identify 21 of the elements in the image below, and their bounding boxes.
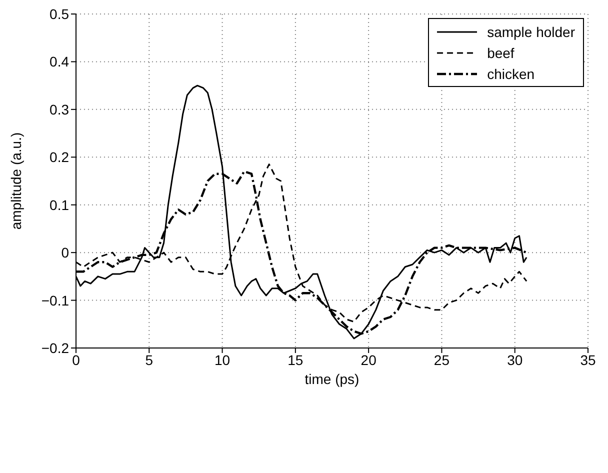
y-tick-label: 0.2 (50, 149, 70, 166)
x-axis-title: time (ps) (304, 371, 360, 387)
legend-label: beef (487, 44, 514, 60)
x-tick-label: 15 (288, 352, 304, 368)
x-tick-label: 5 (145, 352, 154, 368)
x-tick-label: 10 (214, 352, 230, 368)
x-tick-label: 35 (580, 352, 596, 368)
x-tick-label: 25 (434, 352, 450, 368)
legend-label: sample holder (487, 24, 575, 40)
y-tick-label: −0.2 (41, 340, 70, 356)
y-tick-label: 0 (61, 244, 70, 261)
y-tick-label: 0.5 (50, 6, 70, 22)
x-tick-label: 30 (507, 352, 523, 368)
y-tick-label: 0.1 (50, 196, 70, 213)
y-tick-label: 0.3 (50, 101, 70, 118)
y-axis-title: amplitude (a.u.) (8, 132, 24, 230)
legend-label: chicken (487, 66, 535, 82)
x-tick-label: 20 (360, 352, 377, 368)
x-tick-label: 0 (72, 352, 80, 368)
y-tick-label: 0.4 (50, 54, 70, 70)
y-tick-label: −0.1 (41, 292, 70, 308)
